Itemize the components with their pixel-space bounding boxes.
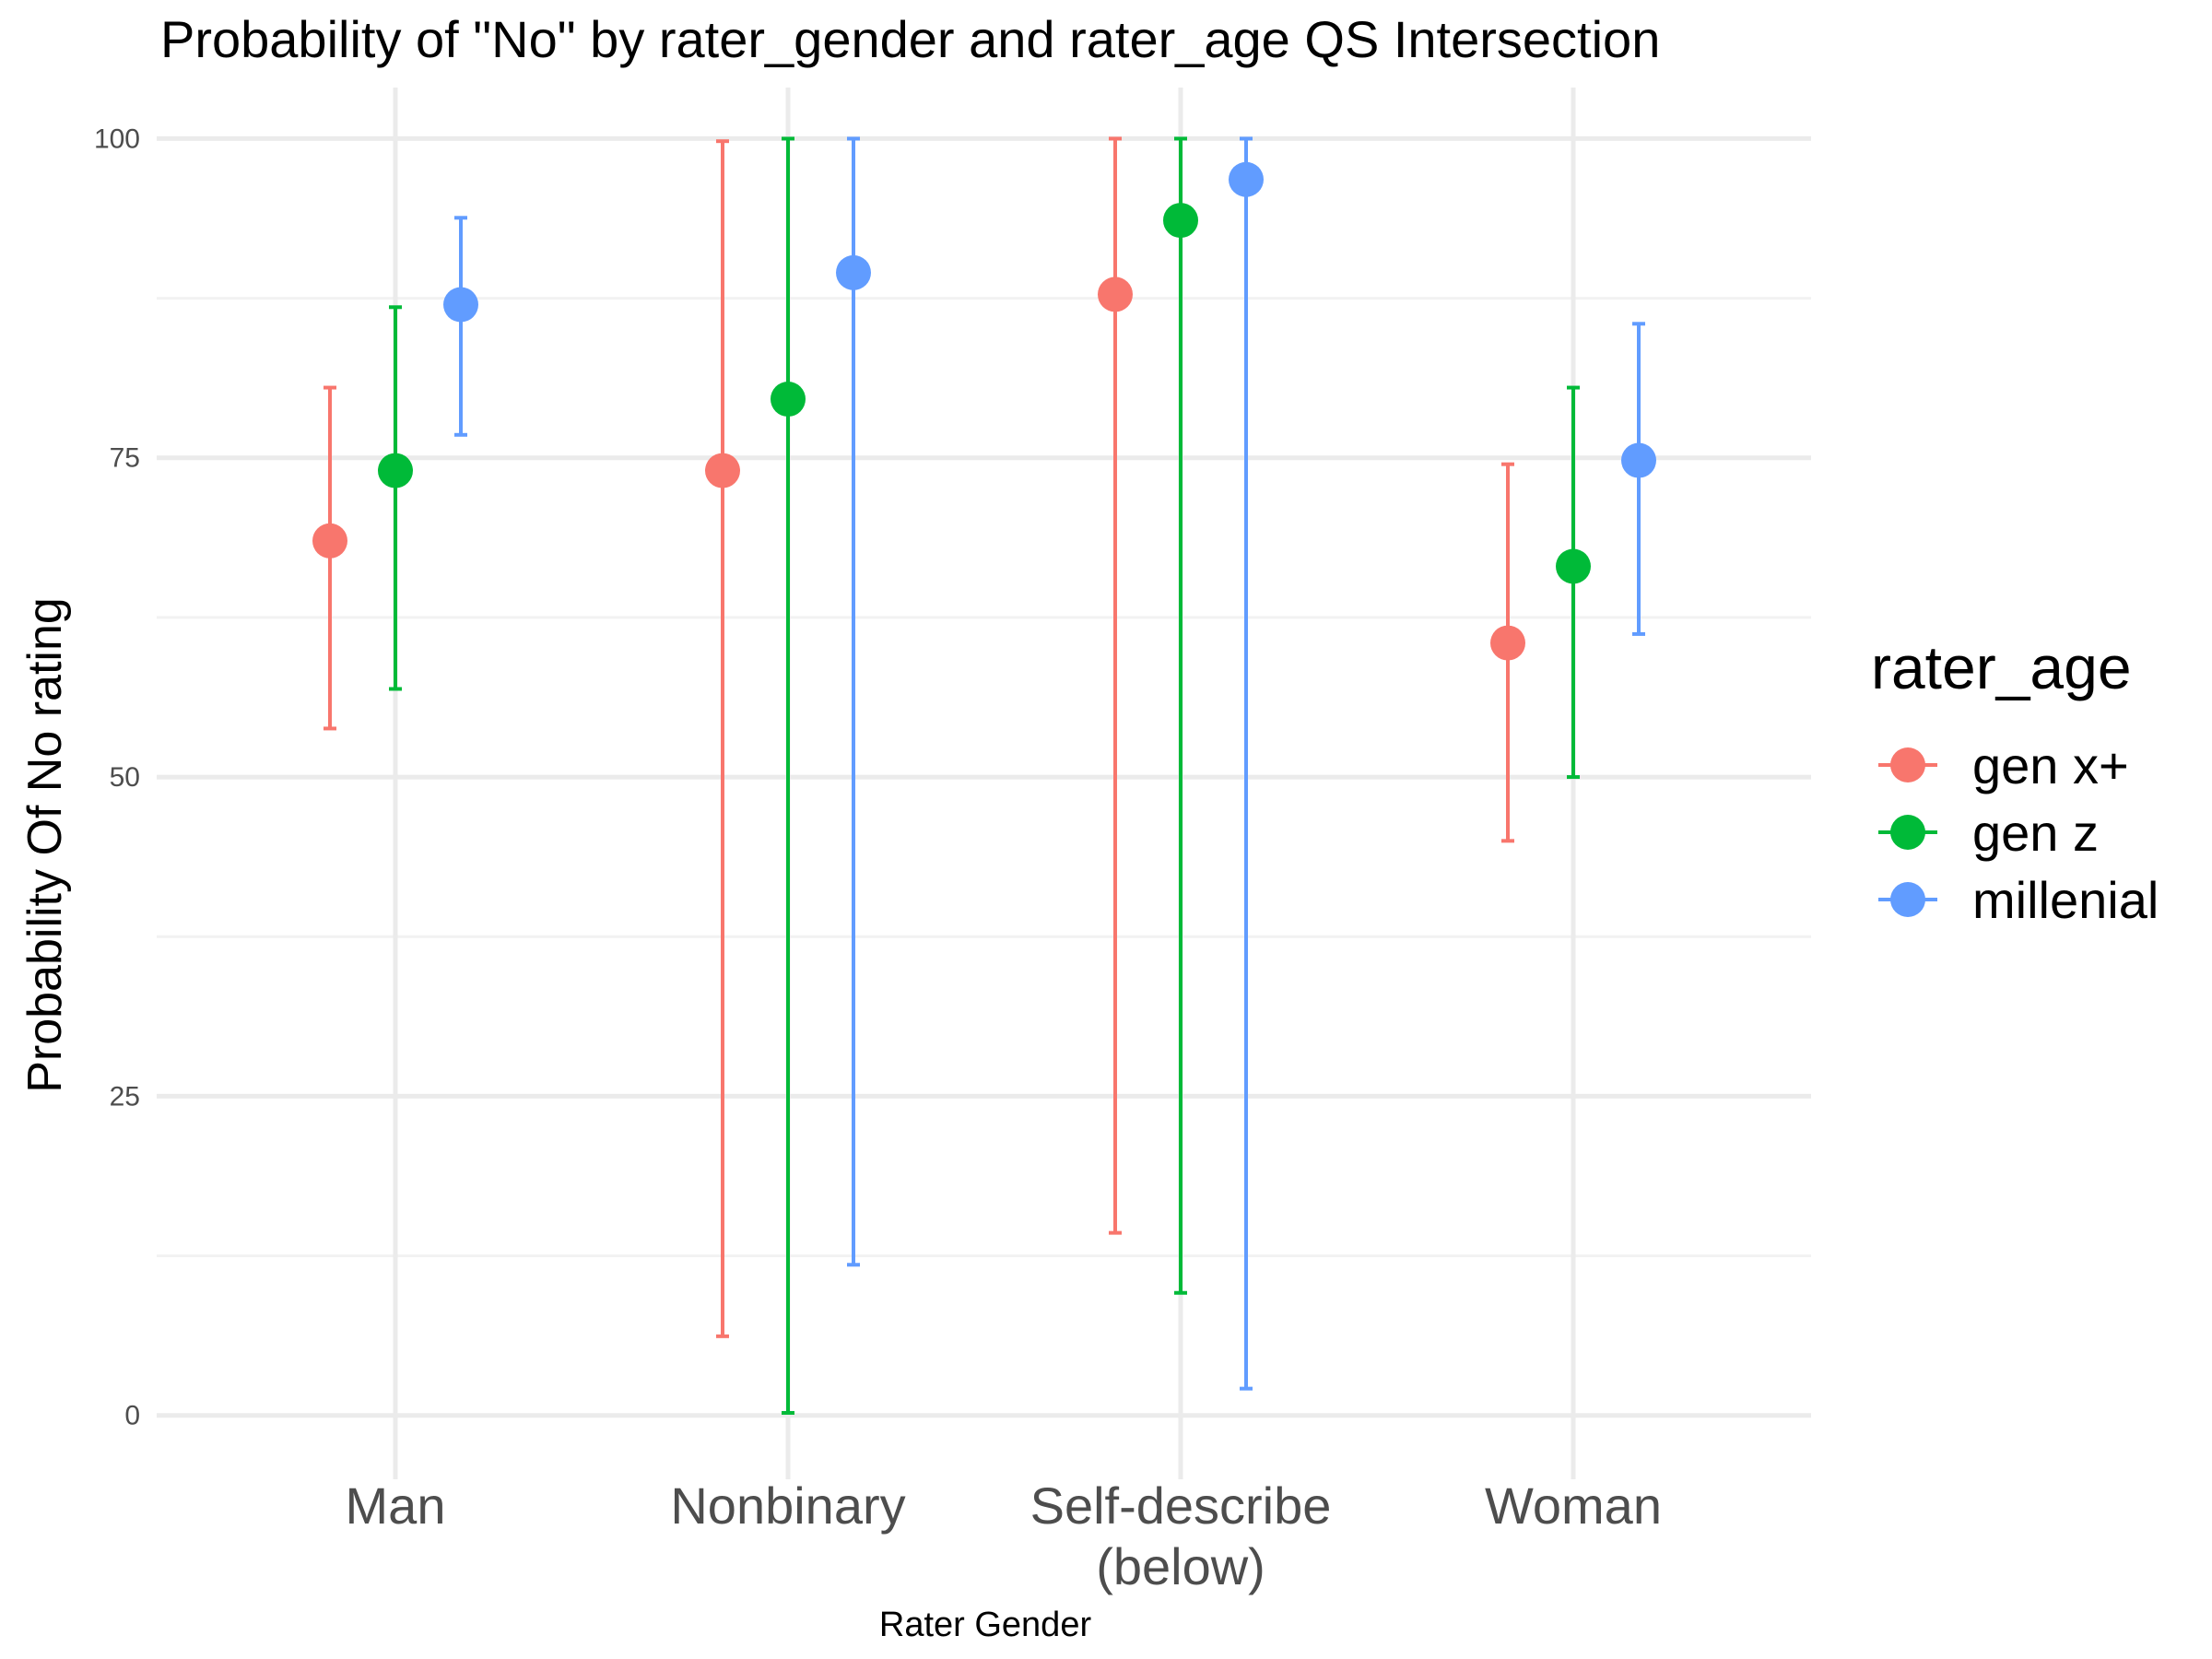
y-axis-ticks: 0 25 50 75 100 <box>94 124 140 1430</box>
x-tick-label: Nonbinary <box>670 1477 905 1535</box>
data-point <box>1621 442 1656 478</box>
data-point <box>1098 276 1133 312</box>
x-axis-label: Rater Gender <box>879 1606 1092 1644</box>
data-point <box>1229 161 1264 197</box>
legend-key-point <box>1890 815 1925 850</box>
legend-title: rater_age <box>1871 633 2132 701</box>
data-point <box>836 254 871 290</box>
data-point <box>443 287 478 323</box>
chart-title: Probability of "No" by rater_gender and … <box>160 10 1660 68</box>
data-point <box>1490 625 1525 661</box>
legend-label: gen z <box>1972 804 2099 862</box>
data-point <box>705 453 740 488</box>
legend-key-point <box>1890 882 1925 917</box>
series-millenial <box>443 136 1656 1391</box>
y-tick-label: 100 <box>94 124 140 154</box>
y-tick-label: 0 <box>124 1401 140 1431</box>
legend-label: millenial <box>1972 871 2159 929</box>
series-gen-z <box>378 136 1591 1415</box>
y-tick-label: 75 <box>110 443 140 474</box>
data-marks <box>312 136 1656 1415</box>
x-tick-label: Woman <box>1485 1477 1662 1535</box>
y-tick-label: 50 <box>110 762 140 793</box>
x-axis-ticks: Man Nonbinary Self-describe (below) Woman <box>346 1477 1662 1595</box>
x-tick-label: Self-describe (below) <box>1030 1477 1332 1595</box>
legend: rater_age gen x+ gen z millenial <box>1871 633 2159 929</box>
gridlines <box>157 88 1811 1479</box>
data-point <box>1556 548 1591 584</box>
data-point <box>378 453 413 488</box>
legend-key-point <box>1890 747 1925 782</box>
data-point <box>1163 203 1198 239</box>
y-axis-label: Probability Of No rating <box>18 597 72 1093</box>
series-gen-x- <box>312 136 1525 1338</box>
x-tick-label: Man <box>346 1477 446 1535</box>
legend-label: gen x+ <box>1972 736 2129 794</box>
y-tick-label: 25 <box>110 1081 140 1112</box>
data-point <box>312 523 347 559</box>
data-point <box>771 382 806 418</box>
